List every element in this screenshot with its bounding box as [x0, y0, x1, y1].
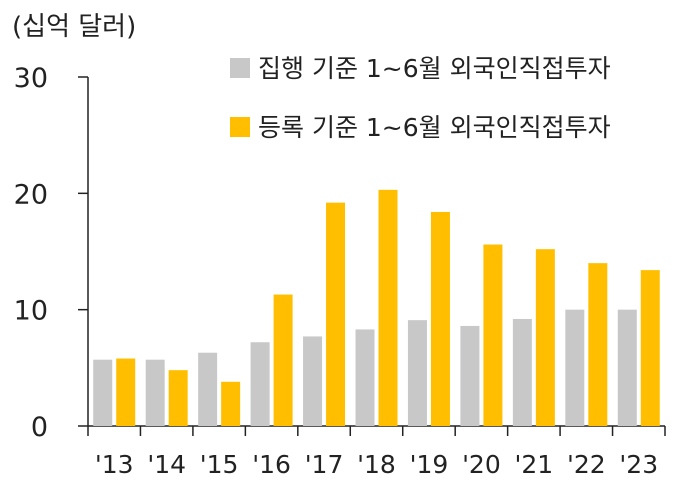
bar-registration-basis	[430, 211, 450, 426]
bar-registration-basis	[378, 189, 398, 426]
bar-execution-basis	[145, 359, 165, 426]
bar-execution-basis	[355, 329, 375, 426]
bar-registration-basis	[326, 202, 346, 426]
legend-label: 집행 기준 1~6월 외국인직접투자	[258, 54, 611, 83]
legend-swatch	[230, 58, 250, 78]
x-tick-label: '22	[567, 450, 606, 479]
y-tick-label: 0	[31, 412, 48, 443]
legend-label: 등록 기준 1~6월 외국인직접투자	[258, 113, 611, 142]
bar-registration-basis	[588, 263, 608, 426]
bar-execution-basis	[198, 352, 218, 426]
x-tick-label: '20	[462, 450, 501, 479]
bar-registration-basis	[273, 294, 293, 426]
bar-execution-basis	[250, 342, 270, 426]
legend-swatch	[230, 117, 250, 137]
x-tick-label: '21	[515, 450, 554, 479]
y-tick-label: 30	[14, 63, 48, 94]
bar-execution-basis	[565, 309, 585, 426]
bar-registration-basis	[640, 270, 660, 426]
bar-execution-basis	[512, 318, 532, 426]
x-tick-label: '18	[357, 450, 396, 479]
y-tick-label: 10	[14, 296, 48, 327]
bar-registration-basis	[221, 381, 241, 426]
bar-registration-basis	[168, 370, 188, 426]
y-axis-unit-label: (십억 달러)	[12, 12, 137, 42]
x-tick-label: '23	[619, 450, 658, 479]
bar-registration-basis	[116, 358, 136, 426]
x-tick-label: '15	[200, 450, 239, 479]
bar-execution-basis	[303, 336, 323, 426]
y-tick-label: 20	[14, 179, 48, 210]
bar-execution-basis	[460, 325, 480, 426]
bar-registration-basis	[535, 249, 555, 426]
bar-execution-basis	[93, 359, 113, 426]
x-tick-label: '19	[410, 450, 449, 479]
bar-registration-basis	[483, 244, 503, 426]
bar-execution-basis	[617, 309, 637, 426]
x-tick-label: '16	[252, 450, 291, 479]
x-tick-label: '17	[305, 450, 344, 479]
x-tick-label: '14	[147, 450, 186, 479]
bar-execution-basis	[407, 320, 427, 426]
x-tick-label: '13	[95, 450, 134, 479]
